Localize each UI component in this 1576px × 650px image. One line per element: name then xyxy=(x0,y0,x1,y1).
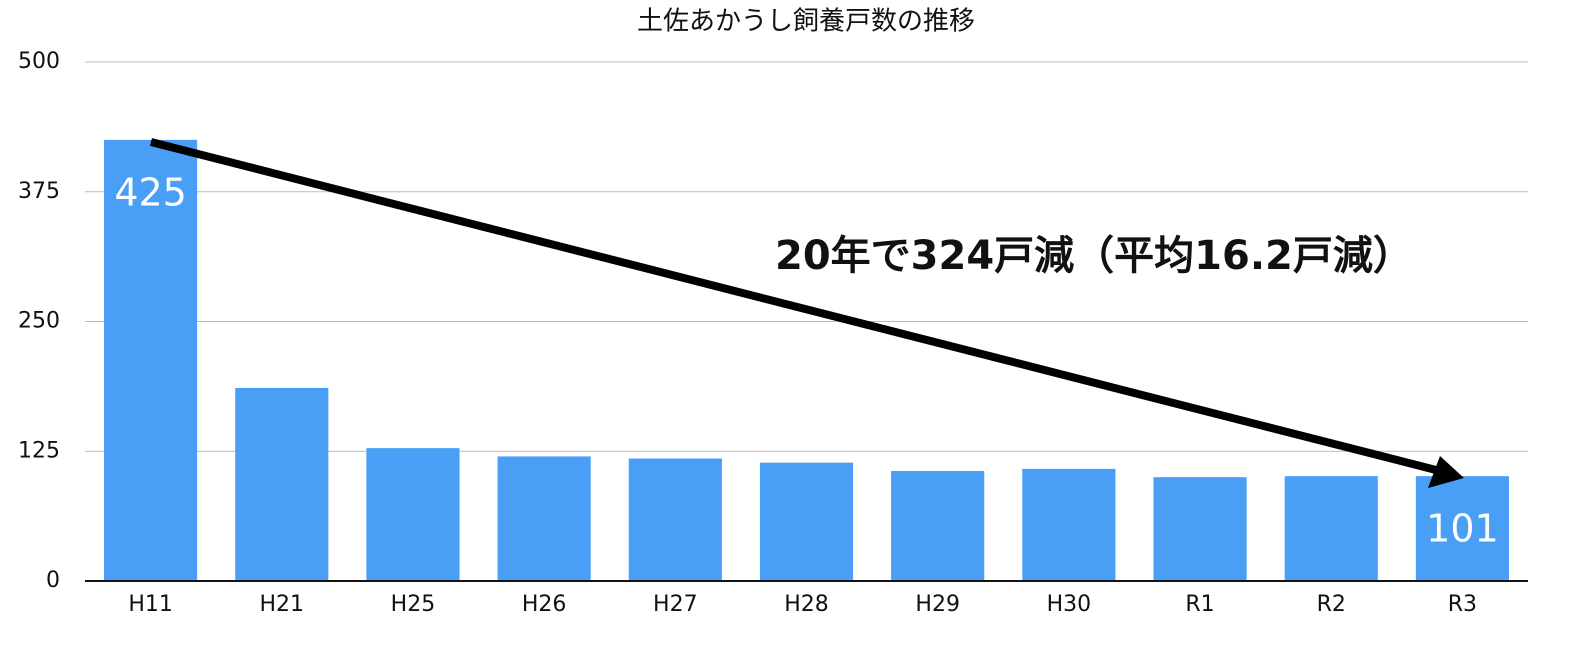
y-tick-label: 250 xyxy=(18,309,60,334)
x-tick-label: H28 xyxy=(784,592,829,617)
annotation: 20年で324戸減（平均16.2戸減） xyxy=(775,233,1413,279)
bar xyxy=(497,456,591,581)
value-label: 101 xyxy=(1426,507,1499,551)
chart-title: 土佐あかうし飼養戸数の推移 xyxy=(637,7,975,37)
bar xyxy=(1153,477,1247,581)
x-tick-label: H11 xyxy=(128,592,173,617)
y-tick-label: 125 xyxy=(18,438,60,463)
arrow-head xyxy=(1428,456,1464,488)
bar xyxy=(104,139,198,581)
y-tick-label: 375 xyxy=(18,179,60,204)
bar xyxy=(1022,468,1116,581)
x-tick-label: R2 xyxy=(1317,592,1346,617)
bar xyxy=(628,458,722,581)
value-label: 425 xyxy=(114,170,187,214)
x-tick-label: H27 xyxy=(653,592,698,617)
plot-area: 0 125 250 375 500 H11 425 H21 H25 H26 H27 H28 H29 H30… xyxy=(18,49,1528,617)
trend-arrow xyxy=(150,138,1437,474)
bar xyxy=(1415,476,1509,581)
y-tick-label: 0 xyxy=(46,568,60,593)
bar xyxy=(1284,476,1378,581)
x-tick-label: H26 xyxy=(522,592,567,617)
bar xyxy=(235,387,329,581)
x-tick-label: H21 xyxy=(259,592,304,617)
x-tick-label: R1 xyxy=(1185,592,1214,617)
bar xyxy=(759,462,854,581)
bar xyxy=(891,470,985,581)
x-tick-label: H25 xyxy=(391,592,436,617)
x-tick-label: R3 xyxy=(1448,592,1477,617)
x-tick-label: H29 xyxy=(915,592,960,617)
y-tick-label: 500 xyxy=(18,49,60,74)
x-tick-label: H30 xyxy=(1047,592,1092,617)
bar xyxy=(366,448,460,581)
